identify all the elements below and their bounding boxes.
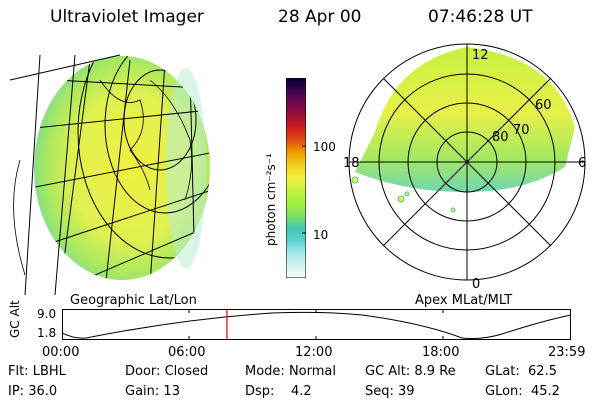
status-gain: Gain: 13 — [125, 384, 180, 399]
date-label: 28 Apr 00 — [278, 7, 362, 27]
mlt-label-18: 18 — [343, 156, 360, 171]
mlt-label-0: 0 — [472, 277, 480, 292]
mlat-label-70: 70 — [513, 123, 530, 138]
alt-xtick-1: 06:00 — [168, 345, 206, 360]
alt-xtick-2: 12:00 — [295, 345, 333, 360]
status-flt: Flt: LBHL — [8, 364, 66, 379]
status-glon: GLon: 45.2 — [485, 384, 560, 399]
left-panel-caption: Geographic Lat/Lon — [70, 293, 197, 308]
alt-xtick-3: 18:00 — [422, 345, 460, 360]
mlat-label-80: 80 — [492, 130, 509, 145]
right-panel-caption: Apex MLat/MLT — [415, 293, 513, 308]
time-label: 07:46:28 UT — [428, 7, 533, 27]
status-glat: GLat: 62.5 — [485, 364, 557, 379]
status-ip: IP: 36.0 — [8, 384, 58, 399]
instrument-title: Ultraviolet Imager — [50, 7, 204, 27]
colorbar-tick-10: 10 — [313, 228, 329, 242]
colorbar — [285, 77, 307, 279]
colorbar-unit-label: photon cm⁻²s⁻¹ — [264, 153, 278, 246]
status-seq: Seq: 39 — [365, 384, 415, 399]
alt-plot-ytick-9: 9.0 — [37, 307, 57, 321]
polar-mlat-mlt-plot: 80 70 60 12 0 18 6 — [343, 43, 586, 292]
colorbar-gradient — [285, 77, 307, 279]
alt-plot-ylabel: GC Alt — [8, 300, 22, 338]
mlt-label-6: 6 — [578, 156, 586, 171]
colorbar-tick-100: 100 — [313, 140, 336, 154]
mlt-label-12: 12 — [472, 48, 489, 63]
status-mode: Mode: Normal — [245, 364, 336, 379]
alt-xtick-4: 23:59 — [548, 345, 586, 360]
geographic-globe-image — [9, 54, 210, 295]
status-dsp: Dsp: 4.2 — [245, 384, 312, 399]
alt-plot-ytick-1-8: 1.8 — [37, 326, 57, 340]
alt-xtick-0: 00:00 — [42, 345, 80, 360]
status-door: Door: Closed — [125, 364, 209, 379]
mlat-label-60: 60 — [535, 98, 552, 113]
status-gc-alt: GC Alt: 8.9 Re — [365, 364, 456, 379]
altitude-plot — [62, 309, 572, 340]
